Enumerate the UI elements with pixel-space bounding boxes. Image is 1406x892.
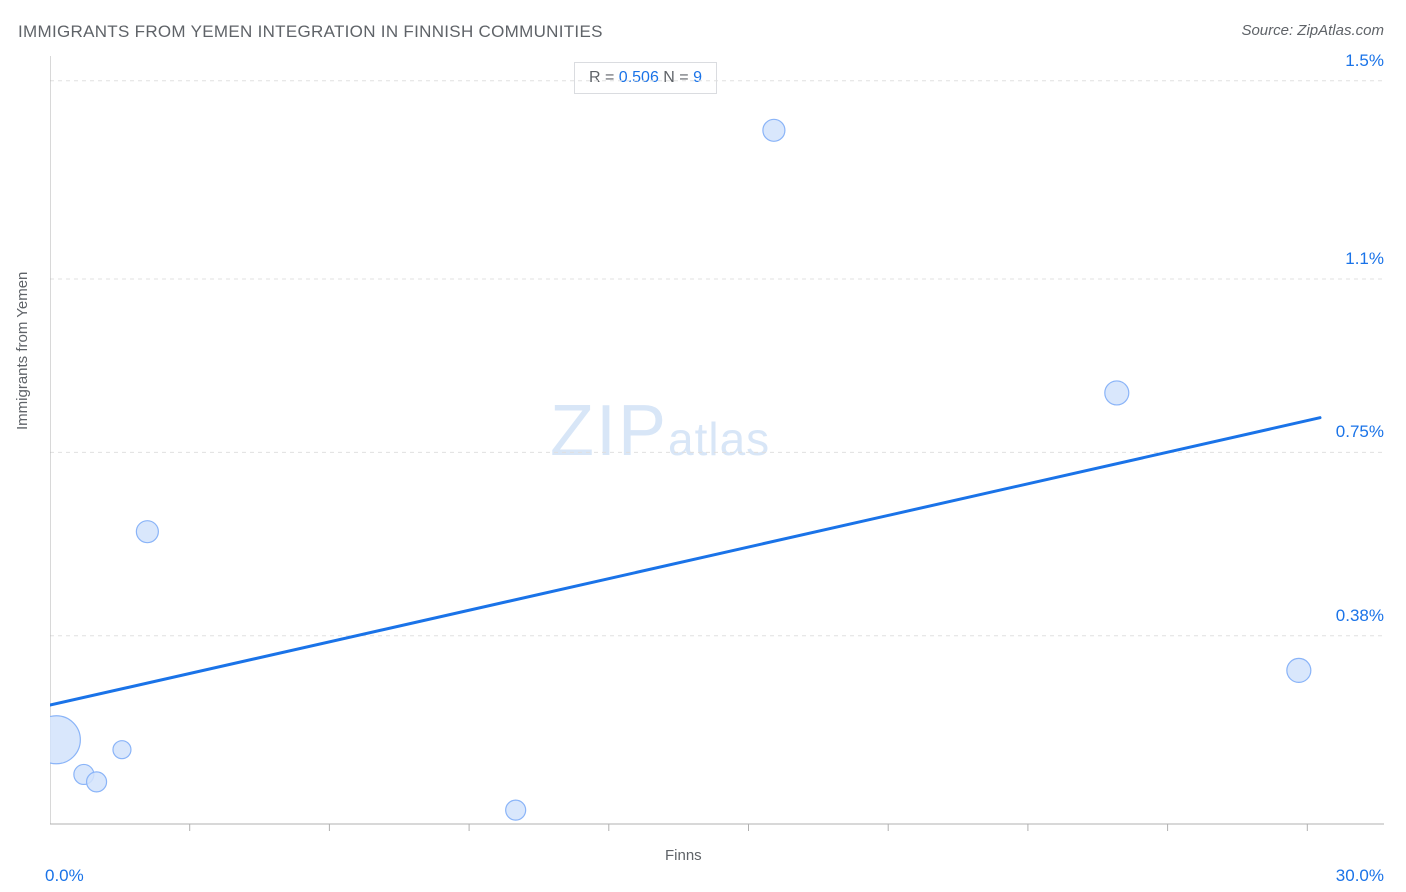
scatter-plot <box>50 56 1384 836</box>
y-tick-label: 0.38% <box>1336 606 1384 626</box>
y-tick-label: 1.5% <box>1345 51 1384 71</box>
y-tick-label: 0.75% <box>1336 422 1384 442</box>
chart-title: IMMIGRANTS FROM YEMEN INTEGRATION IN FIN… <box>18 22 603 42</box>
x-axis-max: 30.0% <box>1336 866 1384 886</box>
x-axis-label: Finns <box>665 847 702 864</box>
x-axis-min: 0.0% <box>45 866 84 886</box>
y-tick-label: 1.1% <box>1345 249 1384 269</box>
y-axis-label: Immigrants from Yemen <box>14 272 31 430</box>
chart-container: IMMIGRANTS FROM YEMEN INTEGRATION IN FIN… <box>0 0 1406 892</box>
source-attribution: Source: ZipAtlas.com <box>1241 22 1384 39</box>
